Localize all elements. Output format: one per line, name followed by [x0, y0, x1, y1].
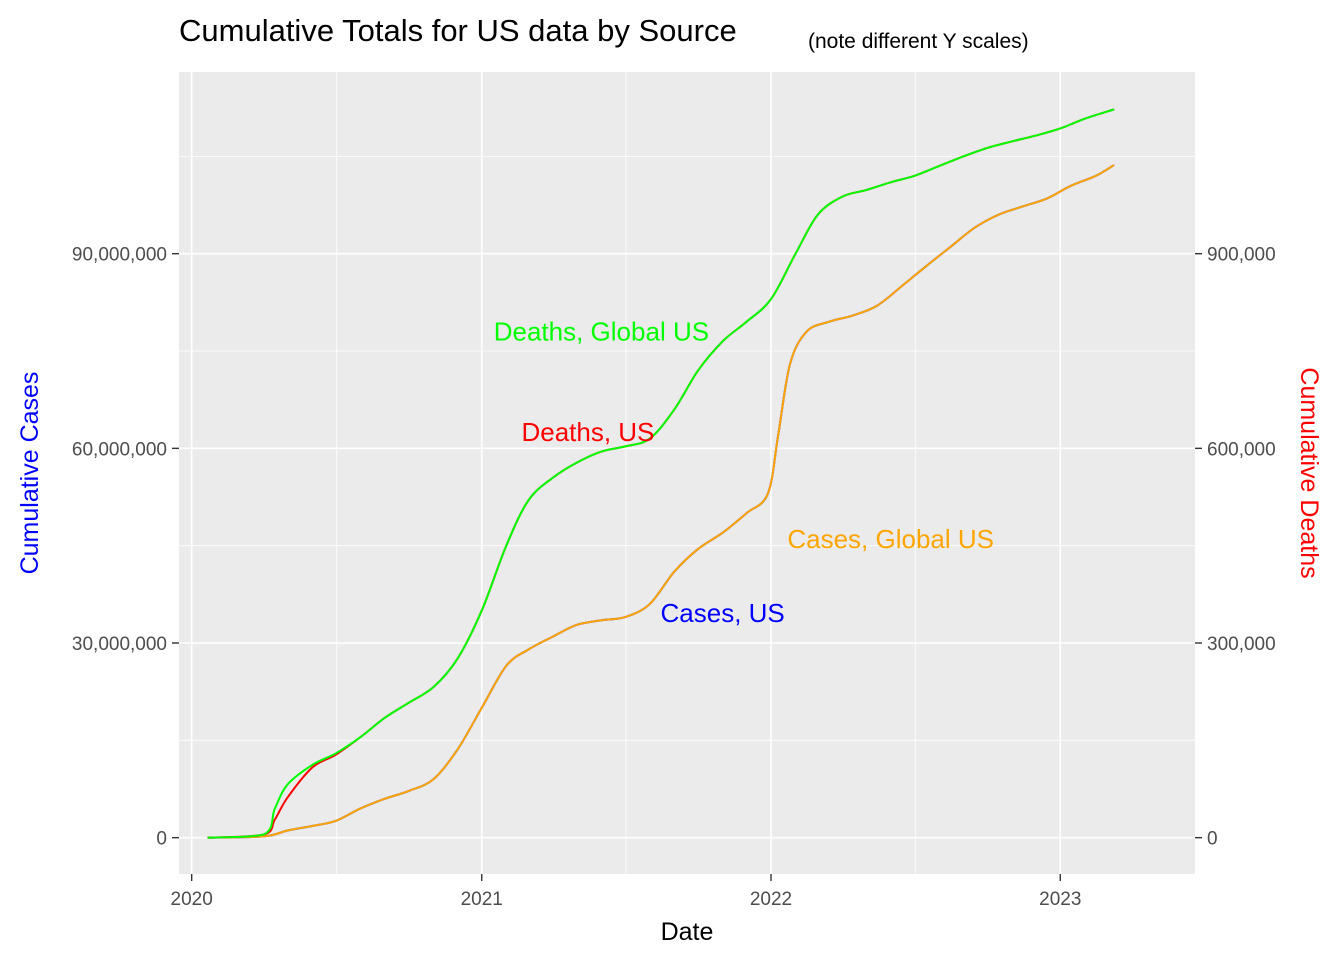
axes: 0 30,000,000 60,000,000 90,000,000 0 300,000 6…: [72, 245, 1276, 910]
plot-panel: [179, 72, 1195, 874]
y-axis-right-label: Cumulative Deaths: [1295, 367, 1323, 578]
x-tick-label: 2022: [750, 889, 792, 910]
annotation-label: Deaths, Global US: [494, 317, 709, 347]
annotation-label: Cases, US: [661, 598, 785, 628]
y-left-tick-label: 90,000,000: [72, 245, 167, 266]
y-left-tick-label: 0: [156, 829, 167, 850]
y-left-tick-label: 60,000,000: [72, 439, 167, 460]
x-tick-label: 2021: [461, 889, 503, 910]
series-layer: [207, 108, 1115, 839]
x-tick-label: 2020: [171, 889, 213, 910]
chart-subtitle: (note different Y scales): [808, 30, 1029, 53]
grid-lines: [179, 72, 1195, 874]
y-right-tick-label: 300,000: [1207, 634, 1276, 655]
y-axis-left-label: Cumulative Cases: [16, 372, 44, 575]
y-right-tick-label: 600,000: [1207, 439, 1276, 460]
annotation-label: Deaths, US: [521, 417, 654, 447]
y-right-tick-label: 900,000: [1207, 245, 1276, 266]
annotation-label: Cases, Global US: [787, 524, 994, 554]
chart-title: Cumulative Totals for US data by Source: [179, 13, 737, 48]
x-axis-label: Date: [661, 918, 714, 946]
y-left-tick-label: 30,000,000: [72, 634, 167, 655]
annotation-layer: Deaths, Global US Deaths, US Cases, Global…: [494, 317, 994, 629]
y-right-tick-label: 0: [1207, 829, 1218, 850]
series-line-cases-global-us: [207, 164, 1115, 839]
series-line-deaths-global-us: [207, 108, 1115, 839]
x-tick-label: 2023: [1039, 889, 1081, 910]
